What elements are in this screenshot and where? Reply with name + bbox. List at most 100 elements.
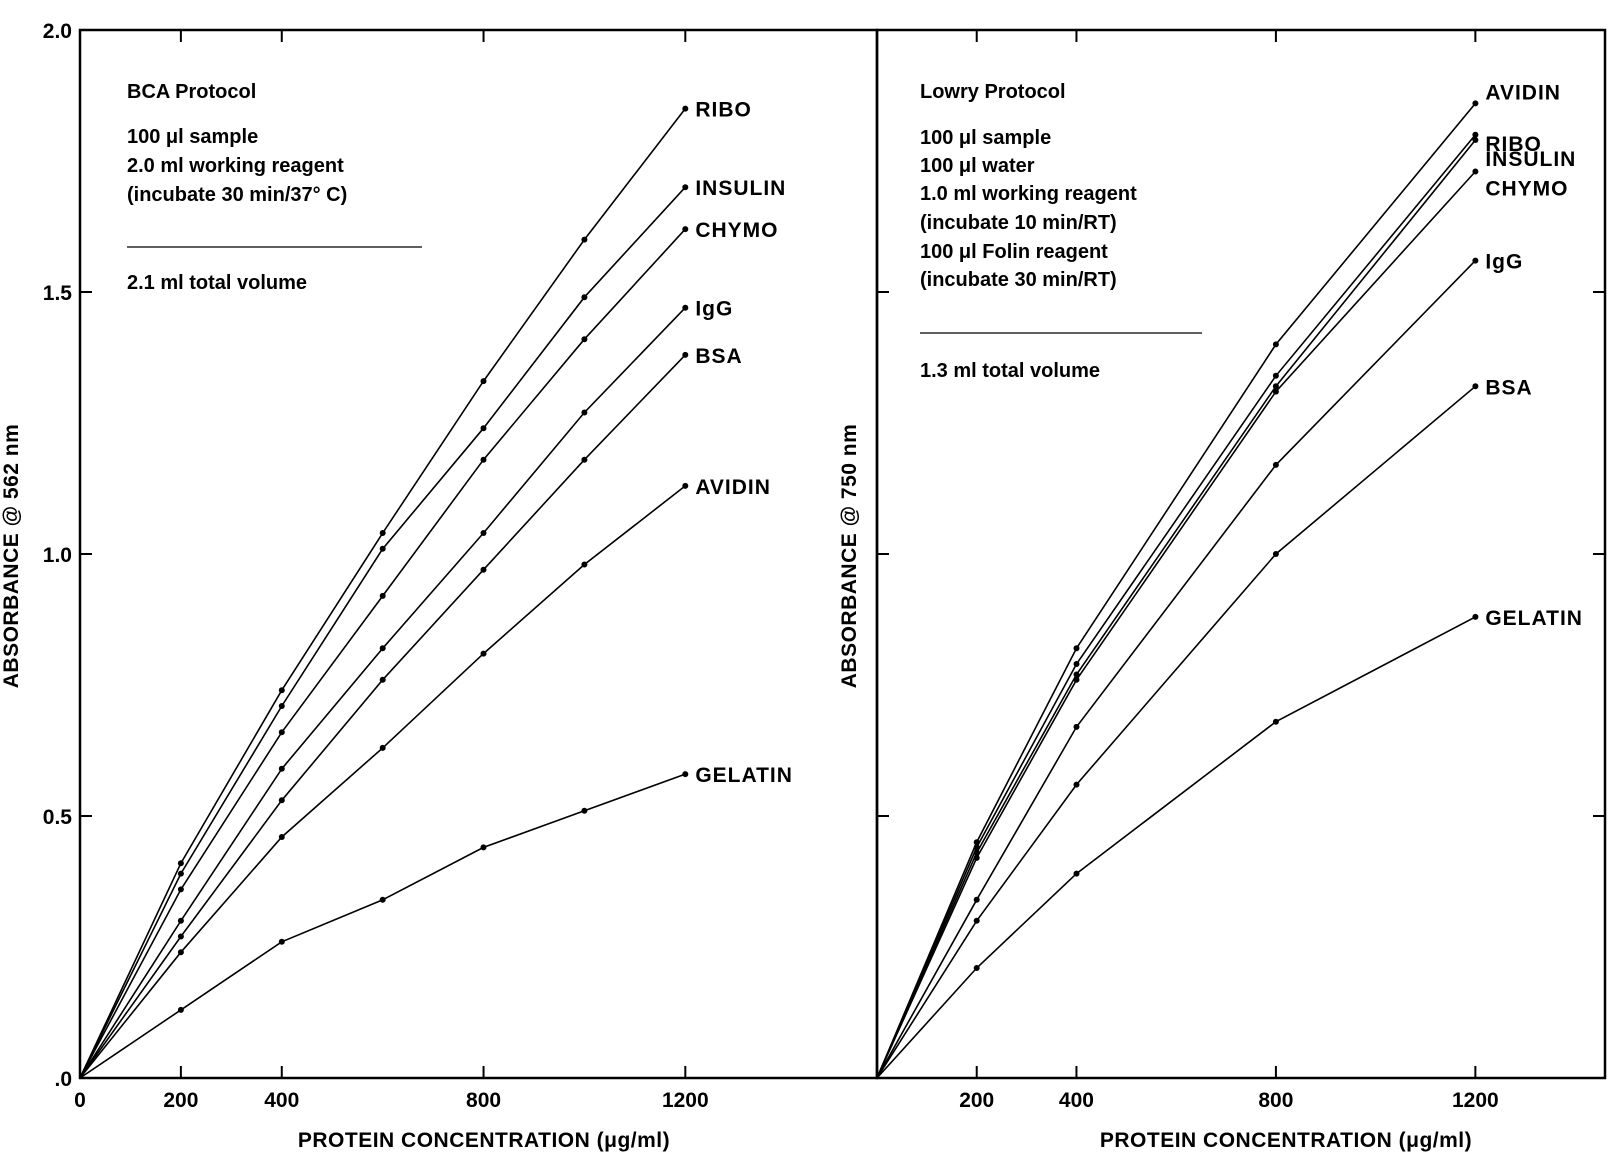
left-series-insulin-point (278, 703, 285, 709)
left-y-tick-label: 2.0 (43, 20, 72, 43)
right-series-ribo-point (1272, 372, 1279, 379)
left-protocol-line-1: 100 μl sample (127, 126, 258, 148)
left-y-tick-label: 1.0 (43, 544, 72, 567)
left-series-insulin-point (379, 545, 386, 552)
left-x-tick-label: 1200 (662, 1089, 709, 1112)
left-series-gelatin-line (79, 773, 686, 1079)
left-series-avidin-line (79, 485, 686, 1079)
right-protocol-line-2: 100 μl water (920, 155, 1035, 177)
right-series-chymo-point (1272, 388, 1279, 395)
right-protocol-total: 1.3 ml total volume (920, 360, 1100, 382)
left-series-gelatin-label: GELATIN (695, 764, 793, 787)
right-series-gelatin-point (1073, 870, 1080, 877)
left-series-insulin-point (682, 184, 689, 191)
right-protocol-line-5: 100 μl Folin reagent (920, 241, 1108, 263)
right-protocol-title: Lowry Protocol (920, 81, 1066, 103)
right-protocol-box: Lowry Protocol 100 μl sample 100 μl wate… (920, 81, 1202, 382)
right-series-gelatin-point (1272, 718, 1279, 725)
left-series-avidin-point (379, 744, 386, 751)
left-series-igg-label: IgG (695, 298, 733, 321)
left-series-insulin-point (480, 425, 487, 432)
right-series-gelatin-point (1472, 613, 1479, 620)
right-series-chymo-point (1472, 168, 1479, 175)
left-protocol-line-2: 2.0 ml working reagent (127, 155, 344, 177)
right-series-bsa-line (876, 385, 1476, 1079)
right-series-insulin-point (1472, 137, 1479, 143)
left-series-gelatin-point (480, 844, 487, 851)
left-series-ribo-point (379, 530, 386, 536)
left-series-insulin-line (79, 186, 686, 1079)
left-series-gelatin-point (177, 1006, 184, 1013)
right-series-ribo-point (1073, 661, 1080, 667)
right-x-tick-label: 400 (1059, 1089, 1094, 1112)
left-y-tick-label: .0 (54, 1068, 72, 1091)
left-series-igg-point (379, 645, 386, 652)
left-series-bsa-label: BSA (695, 345, 742, 368)
right-series-bsa-point (973, 917, 980, 924)
right-y-axis-title: ABSORBANCE @ 750 nm (838, 424, 861, 689)
right-series-bsa-point (1073, 781, 1080, 788)
left-series-gelatin-point (379, 896, 386, 903)
left-x-tick-label: 400 (264, 1089, 299, 1112)
left-series-chymo-point (581, 336, 588, 343)
left-y-tick-label: 0.5 (43, 806, 73, 829)
chart-marks: 0 200 400 800 1200.00.51.01.52.0RIBOINSULINC… (43, 20, 1605, 1112)
right-series-igg-point (1472, 257, 1479, 264)
right-series-igg-label: IgG (1485, 251, 1523, 274)
left-series-ribo-point (278, 687, 285, 694)
right-series-igg-point (1073, 723, 1080, 730)
right-series-ribo-label: RIBO (1485, 133, 1542, 156)
left-y-tick-label: 1.5 (43, 282, 73, 305)
right-x-tick-label: 200 (959, 1089, 994, 1112)
left-series-ribo-point (480, 378, 487, 385)
right-protocol-line-3: 1.0 ml working reagent (920, 183, 1137, 205)
left-series-ribo-point (581, 236, 588, 243)
left-series-bsa-point (379, 676, 386, 683)
left-series-bsa-point (480, 566, 487, 573)
left-series-avidin-point (682, 482, 689, 489)
left-series-chymo-point (379, 592, 386, 599)
left-series-gelatin-point (581, 807, 588, 814)
left-series-igg-point (682, 304, 689, 311)
right-protocol-line-6: (incubate 30 min/RT) (920, 269, 1117, 291)
left-x-tick-label: 200 (163, 1089, 198, 1112)
left-series-igg-line (79, 307, 686, 1079)
left-series-igg-point (177, 917, 184, 924)
right-series-igg-point (1272, 461, 1279, 468)
left-series-insulin-label: INSULIN (695, 177, 786, 200)
left-series-ribo-point (682, 105, 689, 112)
right-series-insulin-point (1073, 671, 1080, 678)
left-series-avidin-label: AVIDIN (695, 476, 771, 499)
left-series-chymo-point (682, 226, 689, 233)
right-series-bsa-point (1272, 551, 1279, 557)
left-series-bsa-point (278, 797, 285, 804)
left-x-tick-label: 800 (466, 1089, 501, 1112)
left-series-avidin-point (480, 650, 487, 657)
left-series-gelatin-point (278, 938, 285, 945)
left-y-axis-title: ABSORBANCE @ 562 nm (0, 424, 23, 689)
left-series-bsa-point (682, 351, 689, 358)
left-x-axis-title: PROTEIN CONCENTRATION (μg/ml) (298, 1129, 670, 1152)
right-series-avidin-label: AVIDIN (1485, 81, 1561, 104)
right-x-tick-label: 800 (1258, 1089, 1293, 1112)
right-series-chymo-label: CHYMO (1485, 177, 1568, 200)
right-series-insulin-label: INSULIN (1485, 148, 1576, 171)
left-series-avidin-point (177, 949, 184, 956)
right-series-bsa-label: BSA (1485, 376, 1532, 399)
right-series-chymo-point (1073, 676, 1080, 683)
left-series-igg-point (581, 409, 588, 416)
left-series-igg-point (480, 530, 487, 536)
left-protocol-title: BCA Protocol (127, 81, 256, 103)
left-series-ribo-point (177, 860, 184, 867)
left-x-tick-label: 0 (74, 1089, 86, 1112)
left-series-insulin-point (581, 294, 588, 301)
left-protocol-box: BCA Protocol 100 μl sample 2.0 ml workin… (127, 81, 422, 294)
left-series-bsa-point (581, 456, 588, 463)
right-x-tick-label: 1200 (1452, 1089, 1499, 1112)
right-series-chymo-point (973, 854, 980, 861)
right-protocol-line-4: (incubate 10 min/RT) (920, 212, 1117, 234)
right-series-avidin-point (1073, 645, 1080, 652)
left-series-avidin-point (278, 834, 285, 840)
right-series-gelatin-line (876, 616, 1476, 1079)
